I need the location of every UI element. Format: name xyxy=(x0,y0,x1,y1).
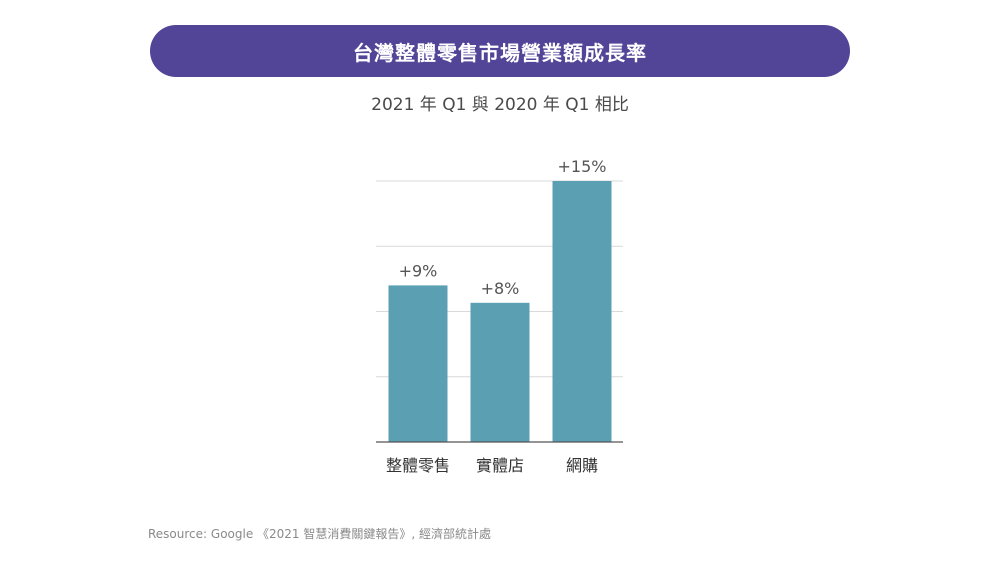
bar xyxy=(470,302,530,442)
chart-subtitle: 2021 年 Q1 與 2020 年 Q1 相比 xyxy=(371,95,629,115)
bars xyxy=(388,181,612,442)
bar xyxy=(552,181,612,442)
data-labels: +9% +8% +15% xyxy=(399,157,607,298)
bar xyxy=(388,285,448,442)
category-label: 網購 xyxy=(566,456,598,475)
title-banner: 台灣整體零售市場營業額成長率 xyxy=(150,25,850,77)
data-label: +9% xyxy=(399,261,438,280)
category-label: 實體店 xyxy=(476,456,524,475)
source-note: Resource: Google 《2021 智慧消費關鍵報告》, 經濟部統計處 xyxy=(148,527,492,541)
category-labels: 整體零售 實體店 網購 xyxy=(386,456,598,475)
category-label: 整體零售 xyxy=(386,456,450,475)
data-label: +15% xyxy=(558,157,607,176)
data-label: +8% xyxy=(481,279,520,298)
chart-title: 台灣整體零售市場營業額成長率 xyxy=(353,40,647,65)
